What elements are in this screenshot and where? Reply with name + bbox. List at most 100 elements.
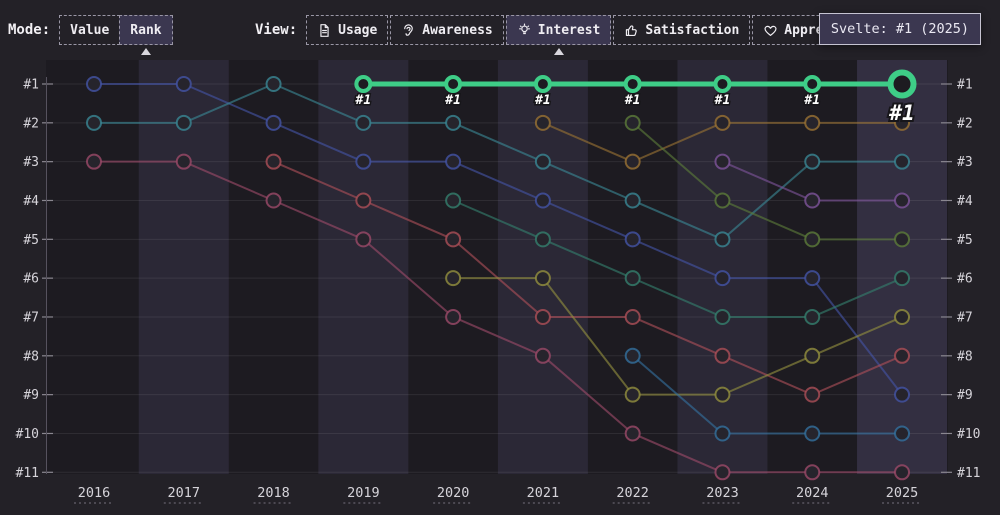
data-point-crimson[interactable] (894, 464, 911, 481)
data-point-Svelte[interactable] (533, 75, 552, 93)
data-point-Svelte[interactable] (713, 75, 732, 93)
view-awareness-button[interactable]: Awareness (390, 15, 504, 45)
data-point-red[interactable] (534, 308, 551, 325)
data-point-dark-teal[interactable] (445, 192, 462, 209)
data-point-ochre[interactable] (804, 114, 821, 131)
data-point-olive[interactable] (534, 270, 551, 287)
data-point-Svelte[interactable] (887, 69, 917, 99)
view-button-label: Interest (537, 22, 601, 38)
series-Svelte: #1 #1 #1 #1 #1 #1 #1 (353, 69, 917, 127)
year-label-2024[interactable]: 2024 (796, 485, 829, 501)
data-point-teal[interactable] (86, 114, 102, 131)
year-label-2021[interactable]: 2021 (527, 485, 560, 501)
data-point-olive[interactable] (445, 270, 462, 287)
data-point-teal[interactable] (624, 192, 641, 209)
rank-label-left: #4 (23, 194, 39, 209)
data-point-olive[interactable] (804, 347, 821, 364)
data-point-red[interactable] (714, 347, 731, 364)
mode-rank-button[interactable]: Rank (119, 15, 173, 55)
year-label-2020[interactable]: 2020 (437, 485, 470, 501)
view-label: View: (255, 22, 298, 38)
data-point-teal[interactable] (534, 153, 551, 170)
data-point-teal[interactable] (714, 231, 731, 248)
data-point-teal[interactable] (894, 153, 911, 170)
data-point-royal-blue[interactable] (355, 153, 372, 170)
data-point-olive[interactable] (894, 308, 911, 325)
data-point-royal-blue[interactable] (804, 270, 821, 287)
data-point-teal[interactable] (175, 114, 192, 131)
data-point-red[interactable] (624, 308, 641, 325)
series-line (452, 199, 904, 318)
data-point-red[interactable] (265, 153, 282, 170)
data-point-dark-teal[interactable] (894, 270, 911, 287)
data-point-dark-teal[interactable] (714, 308, 731, 325)
view-usage-button[interactable]: Usage (306, 15, 389, 45)
data-point-crimson[interactable] (624, 425, 641, 442)
data-point-teal[interactable] (355, 114, 372, 131)
data-point-teal[interactable] (445, 114, 462, 131)
data-point-steel-blue[interactable] (894, 425, 911, 442)
data-point-dark-green[interactable] (804, 231, 821, 248)
data-point-dark-teal[interactable] (804, 308, 821, 325)
data-point-royal-blue[interactable] (894, 386, 911, 403)
data-point-olive[interactable] (714, 386, 731, 403)
data-point-crimson[interactable] (714, 464, 731, 481)
data-point-ochre[interactable] (534, 114, 551, 131)
data-point-dark-teal[interactable] (624, 270, 641, 287)
data-point-crimson[interactable] (355, 231, 372, 248)
data-point-Svelte[interactable] (803, 75, 822, 93)
data-point-red[interactable] (445, 231, 462, 248)
year-label-2023[interactable]: 2023 (706, 485, 739, 501)
data-point-olive[interactable] (624, 386, 641, 403)
data-point-purple[interactable] (894, 192, 911, 209)
data-point-crimson[interactable] (534, 347, 551, 364)
data-point-Svelte[interactable] (623, 75, 642, 93)
data-point-crimson[interactable] (445, 308, 462, 325)
rank-label-left: #2 (23, 116, 39, 131)
data-point-ochre[interactable] (894, 114, 911, 131)
view-interest-button[interactable]: Interest (505, 15, 612, 55)
year-label-2019[interactable]: 2019 (347, 485, 380, 501)
data-point-crimson[interactable] (804, 464, 821, 481)
data-point-crimson[interactable] (175, 153, 192, 170)
data-point-teal[interactable] (265, 76, 282, 92)
data-point-royal-blue[interactable] (534, 192, 551, 209)
data-point-ochre[interactable] (714, 114, 731, 131)
data-point-steel-blue[interactable] (624, 347, 641, 364)
selected-marker (553, 48, 564, 55)
data-point-steel-blue[interactable] (714, 425, 731, 442)
data-point-Svelte[interactable] (354, 75, 373, 93)
data-point-dark-teal[interactable] (534, 231, 551, 248)
data-point-royal-blue[interactable] (624, 231, 641, 248)
year-label-2017[interactable]: 2017 (168, 485, 201, 501)
data-point-royal-blue[interactable] (445, 153, 462, 170)
data-point-teal[interactable] (804, 153, 821, 170)
series-ochre (534, 114, 911, 170)
data-point-crimson[interactable] (86, 153, 102, 170)
data-point-red[interactable] (804, 386, 821, 403)
data-point-royal-blue[interactable] (265, 114, 282, 131)
year-label-2022[interactable]: 2022 (616, 485, 649, 501)
year-label-2018[interactable]: 2018 (257, 485, 290, 501)
data-point-red[interactable] (894, 347, 911, 364)
data-point-crimson[interactable] (265, 192, 282, 209)
data-point-dark-green[interactable] (714, 192, 731, 209)
data-point-dark-green[interactable] (894, 231, 911, 248)
data-point-dark-green[interactable] (624, 114, 641, 131)
view-satisfaction-button[interactable]: Satisfaction (613, 15, 751, 45)
data-point-royal-blue[interactable] (175, 76, 192, 92)
data-point-purple[interactable] (804, 192, 821, 209)
data-point-steel-blue[interactable] (804, 425, 821, 442)
data-point-purple[interactable] (714, 153, 731, 170)
mode-value-button[interactable]: Value (59, 15, 121, 45)
data-point-Svelte[interactable] (444, 75, 463, 93)
ear-icon (404, 23, 414, 36)
data-point-ochre[interactable] (624, 153, 641, 170)
year-label-2025[interactable]: 2025 (886, 485, 919, 501)
rank-label-left: #7 (23, 310, 39, 325)
data-point-red[interactable] (355, 192, 372, 209)
year-label-2016[interactable]: 2016 (78, 485, 111, 501)
data-point-royal-blue[interactable] (714, 270, 731, 287)
rank-label-left: #10 (16, 427, 39, 442)
data-point-royal-blue[interactable] (86, 76, 102, 92)
